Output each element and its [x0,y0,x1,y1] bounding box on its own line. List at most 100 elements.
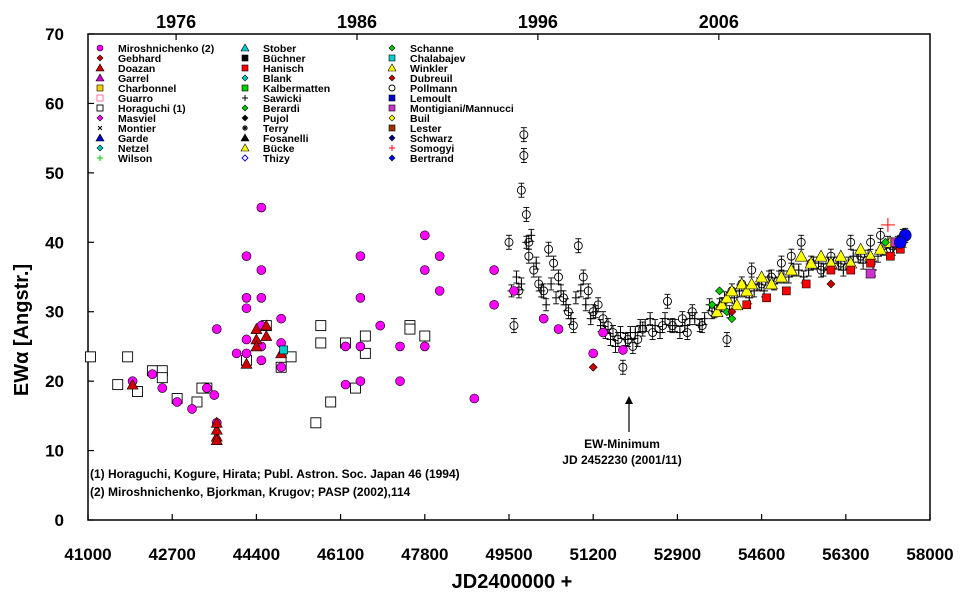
pollmann-errorbar [555,269,562,285]
hanisch-point [801,279,811,289]
top-year-label: 1996 [518,12,558,32]
pollmann-point [786,251,796,261]
pollmann-point [578,272,588,282]
legend-marker [95,133,105,142]
cross-point [675,328,684,337]
schanne-point [715,286,724,296]
legend-label: Wilson [118,153,152,165]
cross-point [586,314,595,323]
x-tick-label: 42700 [149,545,196,564]
horaguchi-point [325,396,337,408]
y-tick-label: 20 [45,372,64,391]
doazan-point [260,319,273,331]
miroshnichenko-point [241,334,252,345]
miroshnichenko-point [355,293,366,303]
miroshnichenko-point [395,341,405,352]
cross-point [646,314,655,323]
cross-point [537,286,546,295]
legend-marker [241,74,249,82]
x-tick-label: 52900 [654,545,701,564]
legend-entry: Guarro [96,93,153,105]
legend-entry: Schanne [388,43,454,55]
legend-marker [388,154,396,162]
legend-marker [388,84,396,92]
horaguchi-point [156,372,168,384]
miroshnichenko-point [355,376,366,386]
legend-entry: Sawicki [242,93,302,105]
pollmann-errorbar [518,182,525,198]
legend-entry: Somogyi [389,143,454,155]
pollmann-point [563,307,573,317]
legend-marker [96,104,104,112]
legend-marker [388,44,396,52]
winkler-point [745,277,759,290]
cross-point [527,231,536,240]
axes: 41000 42700 44400 46100 47800 49500 51200 52900… [45,12,954,564]
pollmann-point [593,300,603,310]
legend-entry: Winkler [387,63,448,75]
y-tick-label: 10 [45,442,64,461]
legend-label: Bücke [263,143,295,155]
pollmann-point [846,237,856,247]
legend-marker [388,104,396,112]
legend-marker-b [97,125,103,131]
pollmann-point [687,307,697,317]
legend-marker [96,84,104,92]
legend-label: Dubreuil [410,73,453,85]
legend-marker [96,54,104,62]
pollmann-point [529,265,539,275]
y-tick-label: 30 [45,303,64,322]
cross-point [576,286,585,295]
legend-label: Pollmann [410,83,457,95]
cross-point [542,300,551,309]
legend-marker [388,114,396,122]
legend-marker [389,145,395,151]
winkler-point [834,249,848,262]
legend-marker [96,44,104,52]
winkler-point [725,284,739,297]
miroshnichenko-point [276,313,286,324]
pollmann-point [722,335,732,344]
legend-label: Gebhard [118,53,161,65]
horaguchi-point [359,347,371,359]
cross-point [512,273,521,281]
schanne-point [880,237,890,247]
cross-point [571,293,580,302]
pollmann-point [618,362,628,372]
winkler-point [854,242,868,255]
annotation-title: EW-Minimum [584,437,660,451]
pollmann-errorbar [867,234,874,250]
legend-entry: Blank [241,73,292,85]
horaguchi-point [191,396,203,408]
legend-label: Terry [263,123,289,135]
miroshnichenko-point [211,324,222,334]
miroshnichenko-point [419,341,430,352]
legend-entry: Schwarz [388,133,453,145]
legend-marker [96,94,104,102]
cross-point [522,238,531,247]
miroshnichenko-point [147,369,158,380]
legend-label: Blank [263,73,292,85]
legend-entry: Garde [95,133,149,145]
cross-point [517,279,526,288]
legend-marker [388,74,396,82]
y-tick-label: 0 [55,511,64,530]
legend-label: Winkler [410,63,448,75]
pollmann-point [776,258,786,268]
legend-label: Guarro [118,93,153,105]
pollmann-point [516,185,526,195]
winkler-point [794,249,808,262]
pollmann-errorbar [619,359,626,375]
top-year-label: 1976 [156,12,196,32]
legend-label: Schwarz [410,133,453,145]
legend-label: Schanne [410,43,454,55]
pollmann-errorbar [520,127,527,143]
legend-label: Berardi [263,103,300,115]
miroshnichenko-point [241,348,252,359]
doazan-point [126,378,139,390]
hanisch-point [886,251,895,261]
cross-point [581,300,590,309]
miroshnichenko-point [375,320,386,331]
cross-point [557,286,566,295]
x-tick-label: 41000 [64,545,111,564]
